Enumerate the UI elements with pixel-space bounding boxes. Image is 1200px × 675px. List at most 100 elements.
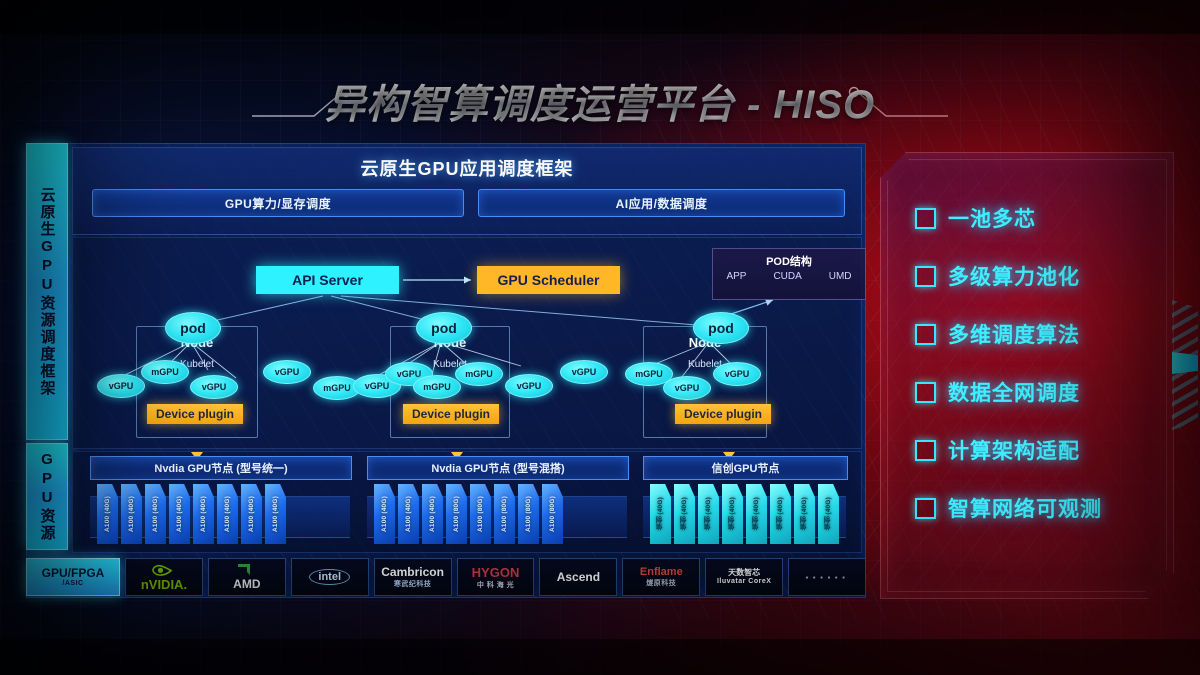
vgpu-oval-3c[interactable]: vGPU: [713, 362, 761, 386]
vgpu-oval-float-3[interactable]: vGPU: [560, 360, 608, 384]
vendor-chip-cambricon[interactable]: Cambricon 寒武纪科技: [373, 558, 452, 596]
feature-item[interactable]: 多级算力池化: [915, 247, 1163, 305]
gpu-card-label: A100 (40G): [248, 496, 255, 532]
gpu-card-label: A100 (80G): [525, 496, 532, 532]
gpu-card[interactable]: A100 (40G): [97, 484, 118, 544]
gpu-card[interactable]: A100 (40G): [145, 484, 166, 544]
scheduling-pill-compute[interactable]: GPU算力/显存调度: [92, 189, 464, 217]
vendor-chip-hygon[interactable]: HYGON 中 科 海 光: [456, 558, 535, 596]
mgpu-oval-1b[interactable]: mGPU: [141, 360, 189, 384]
node-kubelet-3: Kubelet: [688, 359, 722, 370]
gpu-card-label: A100 (40G): [128, 496, 135, 532]
vendor-logo-strip: GPU/FPGA/ASIC nVIDIA. AMD intel Cambricon 寒武纪…: [26, 558, 867, 596]
gpu-scheduler-box[interactable]: GPU Scheduler: [477, 266, 620, 294]
mgpu-oval-2d[interactable]: mGPU: [455, 362, 503, 386]
gpu-card[interactable]: 信创 (40G): [746, 484, 767, 544]
vendor-name-secondary: 寒武纪科技: [393, 581, 432, 588]
gpu-card[interactable]: 信创 (40G): [770, 484, 791, 544]
gpu-card[interactable]: A100 (40G): [169, 484, 190, 544]
vgpu-oval-1a[interactable]: vGPU: [97, 374, 145, 398]
gpu-card-label: A100 (40G): [405, 496, 412, 532]
vendor-name-primary: Cambricon: [381, 565, 444, 579]
checkbox-square-icon[interactable]: [915, 440, 936, 461]
gpu-card[interactable]: A100 (40G): [217, 484, 238, 544]
checkbox-square-icon[interactable]: [915, 324, 936, 345]
api-server-box[interactable]: API Server: [256, 266, 399, 294]
gpu-card[interactable]: A100 (40G): [241, 484, 262, 544]
gpu-card[interactable]: A100 (80G): [446, 484, 467, 544]
gpu-card-label: A100 (80G): [477, 496, 484, 532]
gpu-card[interactable]: 信创 (40G): [722, 484, 743, 544]
gpu-resource-layer: Nvdia GPU节点 (型号统一) Nvdia GPU节点 (型号混搭) 信创…: [72, 451, 862, 553]
device-plugin-1[interactable]: Device plugin: [147, 404, 243, 424]
pod-structure-items: APP CUDA UMD: [713, 271, 865, 282]
vgpu-oval-2e[interactable]: vGPU: [505, 374, 553, 398]
vendor-chip-intel[interactable]: intel: [290, 558, 369, 596]
vendor-chip-nvidia[interactable]: nVIDIA.: [125, 558, 203, 596]
amd-arrow-icon: [237, 564, 250, 576]
vendor-chip-iluvatar-corex[interactable]: 天数智芯 Iluvatar CoreX: [705, 558, 784, 596]
sidebar-tab-framework[interactable]: 云原生GPU资源调度框架: [26, 143, 68, 440]
gpu-card[interactable]: 信创 (40G): [794, 484, 815, 544]
checkbox-square-icon[interactable]: [915, 498, 936, 519]
pod-oval-3[interactable]: pod: [693, 312, 749, 344]
framework-header: 云原生GPU应用调度框架 GPU算力/显存调度 AI应用/数据调度: [72, 147, 862, 235]
vgpu-oval-float-1[interactable]: vGPU: [263, 360, 311, 384]
gpu-node-label-1: Nvdia GPU节点 (型号统一): [90, 456, 352, 480]
gpu-card[interactable]: 信创 (40G): [674, 484, 695, 544]
gpu-card[interactable]: A100 (80G): [542, 484, 563, 544]
vendor-chip-gpu-fpga-asic[interactable]: GPU/FPGA/ASIC: [26, 558, 120, 596]
gpu-card-label: A100 (40G): [104, 496, 111, 532]
gpu-card-label: A100 (40G): [200, 496, 207, 532]
feature-label: 智算网络可观测: [948, 498, 1102, 521]
mgpu-oval-3a[interactable]: mGPU: [625, 362, 673, 386]
feature-item[interactable]: 计算架构适配: [915, 421, 1163, 479]
gpu-card[interactable]: A100 (80G): [470, 484, 491, 544]
vendor-chip-amd[interactable]: AMD: [207, 558, 286, 596]
sidebar-tab-gpu-resource[interactable]: GPU资源: [26, 443, 68, 550]
nvidia-eye-icon: [152, 564, 173, 576]
node-kubelet-1: Kubelet: [180, 359, 214, 370]
features-panel-inner-border: [887, 159, 1167, 592]
gpu-card[interactable]: A100 (40G): [398, 484, 419, 544]
vgpu-oval-3b[interactable]: vGPU: [663, 376, 711, 400]
gpu-card[interactable]: A100 (40G): [374, 484, 395, 544]
gpu-card[interactable]: A100 (40G): [121, 484, 142, 544]
gpu-card[interactable]: 信创 (40G): [698, 484, 719, 544]
gpu-card[interactable]: A100 (80G): [518, 484, 539, 544]
gpu-card-label: A100 (40G): [429, 496, 436, 532]
feature-item[interactable]: 数据全网调度: [915, 363, 1163, 421]
vendor-chip-ascend[interactable]: Ascend: [539, 558, 618, 596]
gpu-card[interactable]: 信创 (40G): [818, 484, 839, 544]
gpu-card[interactable]: A100 (40G): [422, 484, 443, 544]
pod-structure-item-umd: UMD: [828, 271, 852, 282]
scheduling-pill-ai[interactable]: AI应用/数据调度: [478, 189, 845, 217]
device-plugin-3[interactable]: Device plugin: [675, 404, 771, 424]
checkbox-square-icon[interactable]: [915, 208, 936, 229]
pod-oval-1[interactable]: pod: [165, 312, 221, 344]
title-ornament-right-icon: [848, 86, 948, 117]
framework-header-title: 云原生GPU应用调度框架: [360, 159, 574, 179]
feature-label: 一池多芯: [948, 208, 1036, 231]
feature-item[interactable]: 一池多芯: [915, 189, 1163, 247]
right-edge-highlight-decor: [1172, 352, 1198, 374]
gpu-card[interactable]: A100 (40G): [193, 484, 214, 544]
gpu-card[interactable]: A100 (40G): [265, 484, 286, 544]
device-plugin-2[interactable]: Device plugin: [403, 404, 499, 424]
checkbox-square-icon[interactable]: [915, 382, 936, 403]
pod-oval-2[interactable]: pod: [416, 312, 472, 344]
mgpu-oval-2c[interactable]: mGPU: [413, 375, 461, 399]
gpu-card[interactable]: 信创 (40G): [650, 484, 671, 544]
gpu-card[interactable]: A100 (80G): [494, 484, 515, 544]
feature-item[interactable]: 多维调度算法: [915, 305, 1163, 363]
gpu-card-label: 信创 (40G): [800, 497, 808, 531]
vendor-chip-more[interactable]: ······: [788, 558, 867, 596]
vendor-chip-enflame[interactable]: Enflame 燧原科技: [622, 558, 701, 596]
feature-label: 计算架构适配: [948, 440, 1080, 463]
gpu-card-label: A100 (40G): [381, 496, 388, 532]
vgpu-oval-1c[interactable]: vGPU: [190, 375, 238, 399]
feature-item[interactable]: 智算网络可观测: [915, 479, 1163, 537]
gpu-card-label: 信创 (40G): [776, 497, 784, 531]
checkbox-square-icon[interactable]: [915, 266, 936, 287]
